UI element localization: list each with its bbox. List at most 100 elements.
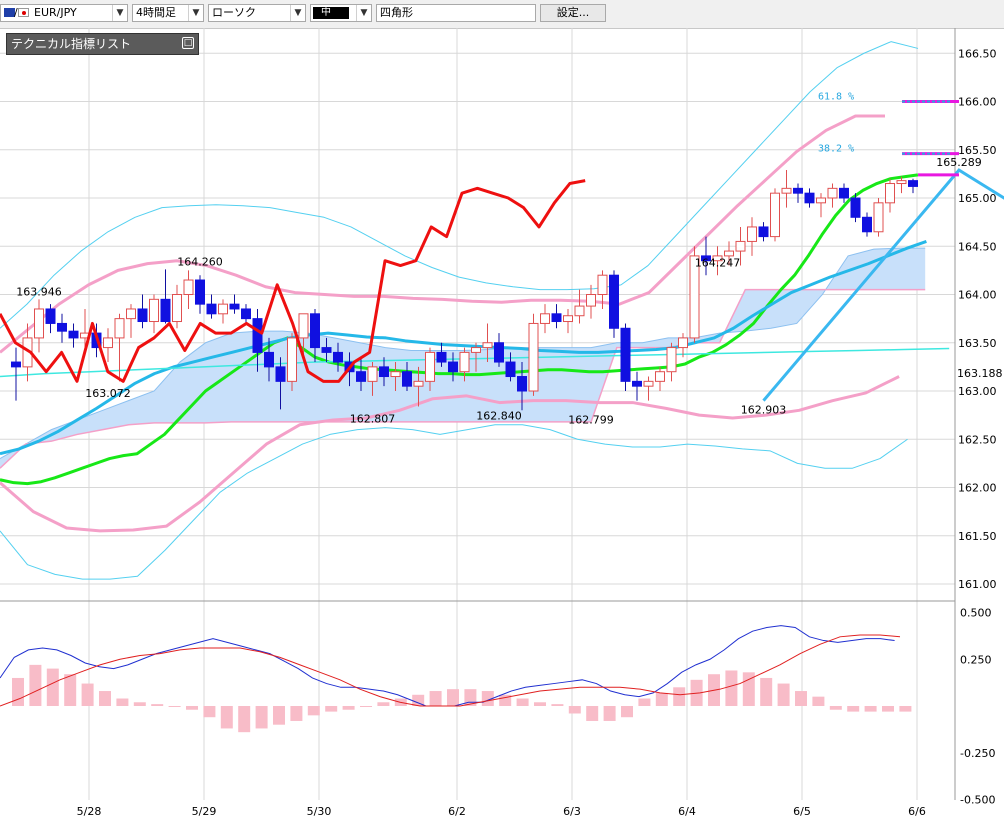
minimize-icon[interactable]: □ [182, 37, 194, 49]
macd-histogram-bar [777, 683, 790, 706]
macd-histogram-bar [481, 691, 494, 706]
peak-label: 164.260 [177, 255, 223, 268]
candle-body [666, 347, 677, 373]
chart-type-select[interactable]: ローソク ▼ [208, 4, 306, 22]
chevron-down-icon[interactable]: ▼ [112, 5, 127, 21]
macd-histogram-bar [638, 698, 651, 706]
lagging-span [0, 179, 586, 383]
macd-histogram-bar [29, 664, 42, 706]
date-label: 5/29 [192, 805, 217, 818]
timeframe-select[interactable]: 4時間足 ▼ [132, 4, 204, 22]
candle-body [11, 361, 21, 368]
macd-histogram-bar [673, 687, 686, 706]
macd-histogram-bar [499, 694, 512, 706]
axes: 166.50 166.00 165.50 165.00 164.50 164.00 163.… [77, 47, 1003, 818]
peak-label: 164.247 [695, 257, 741, 270]
macd-histogram-bar [133, 702, 146, 706]
candle-body [643, 380, 654, 387]
candle-body [793, 187, 803, 194]
candle-body [287, 337, 297, 382]
date-label: 6/4 [678, 805, 696, 818]
macd-histogram-bar [603, 706, 616, 721]
candle-body [586, 294, 596, 307]
toolbar: / EUR/JPY ▼ 4時間足 ▼ ローソク ▼ 中 ▼ 四角形 設定... [0, 0, 1004, 29]
bb-mid-upper-line [0, 114, 885, 354]
bb-lower-line [0, 424, 908, 580]
indicator-list-panel[interactable]: テクニカル指標リスト □ [6, 33, 199, 55]
candle-body [356, 371, 366, 382]
drawing-tool-field[interactable]: 四角形 [376, 4, 536, 22]
candle-body [195, 279, 205, 305]
lagging-span-line [0, 179, 586, 383]
candle-body [172, 294, 182, 323]
symbol-label: EUR/JPY [34, 6, 77, 19]
candle-body [563, 315, 573, 323]
candle-body [540, 313, 550, 324]
macd-histogram-bar [81, 683, 94, 706]
candle-body [839, 187, 849, 199]
candle-body [551, 313, 562, 323]
macd-histogram-bar [168, 706, 181, 707]
candle-body [827, 187, 838, 199]
candle-body [57, 322, 67, 332]
candle-body [149, 298, 159, 323]
candle-body [68, 330, 79, 339]
candle-body [873, 202, 884, 233]
macd-histogram-bar [186, 706, 198, 710]
fib-label: 38.2 % [818, 144, 854, 155]
candle-body [137, 308, 148, 323]
fibonacci-levels: 61.8 % 38.2 % [818, 92, 959, 177]
macd-histogram-bar [46, 668, 59, 706]
candle-body [701, 255, 711, 262]
current-price-label: 163.188 [957, 367, 1003, 380]
macd-histogram-bar [64, 674, 77, 706]
macd-histogram-bar [447, 689, 459, 706]
macd-histogram-bar [847, 706, 860, 712]
candle-body [459, 351, 470, 373]
candle-body [908, 180, 918, 187]
candle-body [264, 351, 274, 368]
candle-body [425, 351, 435, 382]
macd-histogram-bar [412, 694, 425, 706]
candle-body [689, 255, 700, 339]
indicator-list-label: テクニカル指標リスト [11, 37, 132, 51]
price-tick-label: 163.00 [958, 385, 997, 398]
candle-body [321, 347, 332, 353]
chevron-down-icon[interactable]: ▼ [188, 5, 203, 21]
macd-histogram-bar [273, 706, 285, 725]
macd-signal-line [0, 634, 901, 707]
candle-body [850, 197, 861, 218]
price-tick-label: 165.50 [958, 144, 997, 157]
candle-body [517, 376, 527, 392]
chevron-down-icon[interactable]: ▼ [290, 5, 305, 21]
cloud-bottom-line [0, 288, 926, 469]
peak-label: 162.903 [741, 403, 787, 416]
candle-body [620, 327, 631, 382]
symbol-prefix: / [14, 6, 18, 19]
candle-body [482, 342, 493, 349]
date-label: 6/2 [448, 805, 466, 818]
symbol-select[interactable]: / EUR/JPY ▼ [0, 4, 128, 22]
price-tick-label: 161.00 [958, 578, 997, 591]
peak-label: 162.799 [568, 413, 614, 426]
chevron-down-icon[interactable]: ▼ [356, 5, 371, 21]
line-color-swatch: 中 [313, 7, 349, 19]
macd-histogram-bar [220, 706, 233, 729]
candle-body [632, 380, 642, 387]
price-tick-label: 166.00 [958, 96, 997, 109]
price-tick-label: 161.50 [958, 530, 997, 543]
date-label: 5/28 [77, 805, 102, 818]
candle-body [241, 308, 251, 320]
candle-body [724, 250, 734, 257]
macd-histogram-bar [325, 706, 338, 712]
settings-button[interactable]: 設定... [540, 4, 606, 22]
cloud-top-line [0, 247, 926, 459]
candle-body [804, 192, 815, 204]
chart-type-label: ローソク [212, 6, 256, 19]
macd-histogram-bar [534, 702, 546, 706]
candle-body [448, 361, 458, 373]
macd-histogram-bar [864, 706, 877, 712]
candle-body [275, 366, 286, 382]
line-style-select[interactable]: 中 ▼ [310, 4, 372, 22]
